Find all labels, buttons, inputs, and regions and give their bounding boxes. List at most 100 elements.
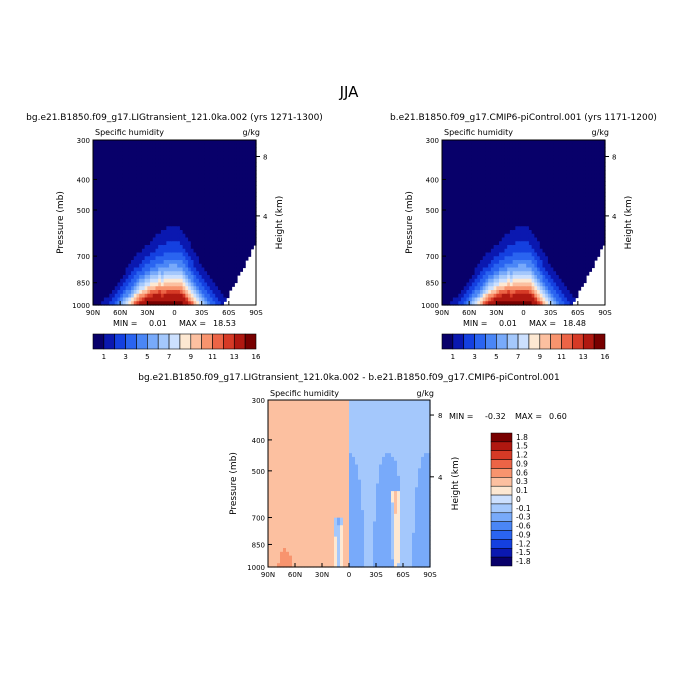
left-cell	[179, 181, 184, 186]
right-cell	[566, 233, 571, 239]
right-cell	[477, 241, 481, 246]
right-cell	[442, 188, 446, 194]
right-cell	[488, 286, 492, 291]
right-cell	[490, 147, 495, 152]
left-cell	[193, 203, 197, 209]
left-cell	[169, 267, 173, 272]
left-cell	[144, 248, 148, 254]
left-cell	[209, 282, 214, 287]
left-cell	[177, 162, 181, 167]
left-cell	[152, 207, 157, 212]
right-cell	[463, 278, 468, 284]
left-cell	[204, 230, 208, 235]
left-cell	[201, 215, 205, 220]
right-cell	[444, 218, 449, 224]
right-cell	[523, 140, 527, 145]
right-cell	[523, 256, 527, 261]
right-cell	[550, 207, 554, 212]
left-cell	[171, 226, 176, 231]
right-cell	[488, 185, 492, 190]
left-cell	[179, 196, 184, 201]
left-cell	[112, 207, 116, 212]
right-cell	[528, 233, 533, 239]
right-cell	[561, 162, 565, 167]
left-cell	[242, 173, 246, 179]
right-cell	[488, 260, 492, 265]
right-cell	[477, 297, 481, 302]
right-cell	[534, 151, 538, 156]
left-cell	[101, 293, 105, 299]
left-cell	[247, 200, 252, 205]
left-cell	[217, 211, 222, 216]
right-cell	[463, 226, 468, 231]
right-cell	[466, 155, 470, 160]
right-cell	[545, 147, 549, 152]
right-cell	[577, 218, 582, 224]
left-cell	[125, 275, 129, 280]
right-cell	[518, 263, 522, 269]
left-cell	[223, 147, 227, 152]
right-cell	[547, 222, 552, 227]
right-cell	[520, 252, 525, 257]
right-cell	[477, 203, 481, 209]
left-cell	[122, 290, 127, 295]
right-cell	[518, 278, 522, 284]
left-cell	[95, 143, 100, 149]
right-cell	[485, 263, 489, 269]
left-cell	[196, 293, 200, 299]
right-cell	[461, 218, 465, 224]
left-cell	[226, 282, 230, 287]
left-cell	[128, 282, 132, 287]
left-cell	[117, 271, 121, 276]
right-cell	[452, 278, 457, 284]
right-cell	[537, 278, 541, 284]
left-cell	[144, 192, 148, 197]
left-cell	[144, 143, 148, 149]
right-cell	[558, 170, 563, 175]
right-cell	[455, 275, 459, 280]
right-cell	[501, 162, 506, 167]
left-cell	[190, 211, 195, 216]
left-cell	[234, 192, 238, 197]
right-cell	[507, 226, 511, 231]
left-cell	[152, 200, 157, 205]
right-cell	[556, 263, 560, 269]
left-cell	[226, 200, 230, 205]
right-cell	[545, 192, 549, 197]
left-cell	[207, 297, 211, 302]
left-cell	[125, 151, 129, 156]
right-cell	[507, 233, 511, 239]
right-cell	[474, 185, 478, 190]
left-cell	[101, 237, 105, 242]
left-cell	[103, 260, 108, 265]
right-cell	[471, 218, 476, 224]
left-cell	[93, 226, 97, 231]
left-cell	[150, 151, 154, 156]
left-cell	[185, 143, 189, 149]
right-cell	[518, 245, 522, 250]
left-cell	[188, 140, 192, 145]
left-cell	[171, 301, 176, 306]
left-ytick-label: 850	[77, 280, 90, 288]
left-cell	[133, 275, 138, 280]
right-cell	[531, 151, 535, 156]
right-cell	[452, 155, 457, 160]
left-cell	[150, 271, 154, 276]
right-cell	[496, 233, 500, 239]
right-cell	[539, 233, 544, 239]
left-cell	[193, 267, 197, 272]
left-cell	[131, 181, 135, 186]
right-cell	[471, 301, 476, 306]
right-cell	[452, 293, 457, 299]
right-cell	[463, 200, 468, 205]
right-cell	[493, 192, 497, 197]
left-cell	[220, 155, 224, 160]
right-cell	[561, 248, 565, 254]
left-cell	[204, 263, 208, 269]
left-cell	[152, 162, 157, 167]
left-cell	[103, 252, 108, 257]
right-cell	[518, 203, 522, 209]
left-cell	[190, 301, 195, 306]
left-cell	[226, 192, 230, 197]
right-cell	[531, 286, 535, 291]
